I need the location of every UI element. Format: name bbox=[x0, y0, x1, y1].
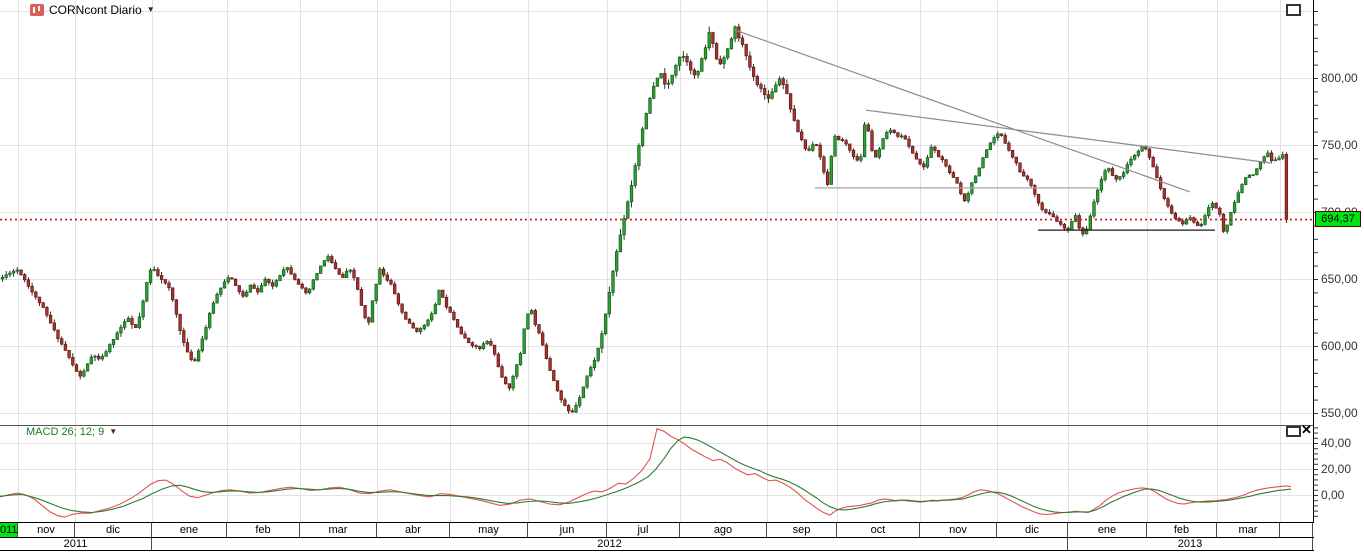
month-cell: sep bbox=[767, 523, 837, 537]
macd-indicator-label[interactable]: MACD 26; 12; 9 ▼ bbox=[26, 426, 117, 438]
month-cell: feb bbox=[227, 523, 300, 537]
month-cell: jul bbox=[607, 523, 680, 537]
month-cell: abr bbox=[377, 523, 450, 537]
time-axis-months: 011 nov dic ene feb mar abr may jun jul ago sep oct n… bbox=[0, 522, 1314, 538]
year-cell: 2011 bbox=[0, 538, 152, 550]
price-axis-label: 20,00 bbox=[1321, 462, 1352, 476]
month-cell: nov bbox=[18, 523, 75, 537]
page-title: CORNcont Diario bbox=[49, 3, 142, 17]
year-cell: 2013 bbox=[1068, 538, 1313, 550]
chevron-down-icon[interactable]: ▼ bbox=[109, 427, 118, 436]
month-cell: nov bbox=[920, 523, 997, 537]
price-axis-label: 800,00 bbox=[1321, 71, 1358, 85]
price-axis-label: 40,00 bbox=[1321, 436, 1352, 450]
price-axis-label: 0,00 bbox=[1321, 488, 1345, 502]
instrument-selector[interactable]: CORNcont Diario ▼ bbox=[30, 3, 155, 17]
price-axis-label: 750,00 bbox=[1321, 138, 1358, 152]
month-cell: dic bbox=[997, 523, 1068, 537]
month-cell: dic bbox=[75, 523, 152, 537]
month-cell: may bbox=[450, 523, 528, 537]
month-cell: ene bbox=[1068, 523, 1147, 537]
month-cell: ago bbox=[680, 523, 767, 537]
close-icon[interactable]: ✕ bbox=[1301, 422, 1312, 437]
month-cell: jun bbox=[528, 523, 607, 537]
month-cell: feb bbox=[1147, 523, 1217, 537]
month-cell: ene bbox=[152, 523, 227, 537]
candlestick-chart-icon bbox=[30, 4, 44, 16]
year-cell: 2012 bbox=[152, 538, 1068, 550]
price-axis-label: 600,00 bbox=[1321, 339, 1358, 353]
price-axis-label: 550,00 bbox=[1321, 406, 1358, 420]
price-axis-label: 650,00 bbox=[1321, 272, 1358, 286]
last-price-tag: 694,37 bbox=[1315, 211, 1361, 227]
month-cell: 011 bbox=[0, 523, 18, 537]
chevron-down-icon[interactable]: ▼ bbox=[146, 5, 155, 14]
month-cell: oct bbox=[837, 523, 920, 537]
month-cell bbox=[1280, 523, 1313, 537]
month-cell: mar bbox=[1217, 523, 1280, 537]
month-cell: mar bbox=[300, 523, 377, 537]
maximize-icon[interactable] bbox=[1286, 4, 1301, 16]
time-axis-years: 2011 2012 2013 bbox=[0, 538, 1314, 551]
macd-label-text: MACD 26; 12; 9 bbox=[26, 426, 105, 438]
maximize-icon[interactable] bbox=[1286, 426, 1301, 437]
